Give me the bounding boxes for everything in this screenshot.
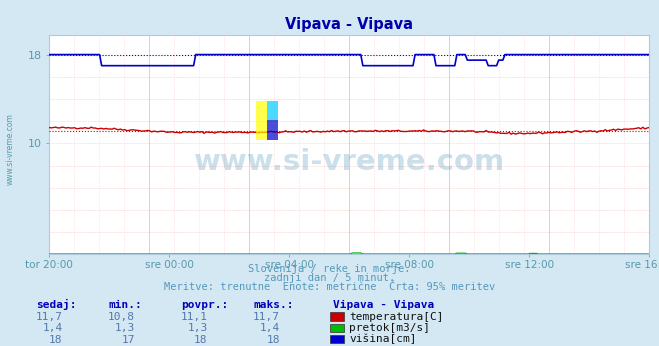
- Text: 11,7: 11,7: [253, 312, 280, 322]
- Text: zadnji dan / 5 minut.: zadnji dan / 5 minut.: [264, 273, 395, 283]
- Bar: [256, 100, 267, 140]
- Text: 18: 18: [267, 335, 280, 345]
- Text: 18: 18: [194, 335, 208, 345]
- Text: 10,8: 10,8: [108, 312, 135, 322]
- Text: 11,7: 11,7: [36, 312, 63, 322]
- Text: povpr.:: povpr.:: [181, 300, 229, 310]
- Text: Vipava - Vipava: Vipava - Vipava: [333, 300, 434, 310]
- Text: 11,1: 11,1: [181, 312, 208, 322]
- Text: višina[cm]: višina[cm]: [349, 334, 416, 345]
- Text: www.si-vreme.com: www.si-vreme.com: [194, 148, 505, 176]
- Text: pretok[m3/s]: pretok[m3/s]: [349, 324, 430, 334]
- Text: sedaj:: sedaj:: [36, 299, 76, 310]
- Text: temperatura[C]: temperatura[C]: [349, 312, 444, 322]
- Text: 1,4: 1,4: [260, 324, 280, 334]
- Text: min.:: min.:: [109, 300, 142, 310]
- Text: Slovenija / reke in morje.: Slovenija / reke in morje.: [248, 264, 411, 274]
- Text: 18: 18: [49, 335, 63, 345]
- Text: 17: 17: [122, 335, 135, 345]
- Text: 1,4: 1,4: [42, 324, 63, 334]
- Title: Vipava - Vipava: Vipava - Vipava: [285, 17, 413, 32]
- Text: 1,3: 1,3: [187, 324, 208, 334]
- Bar: [267, 120, 278, 140]
- Bar: [267, 100, 278, 120]
- Text: www.si-vreme.com: www.si-vreme.com: [5, 113, 14, 185]
- Text: Meritve: trenutne  Enote: metrične  Črta: 95% meritev: Meritve: trenutne Enote: metrične Črta: …: [164, 282, 495, 292]
- Text: maks.:: maks.:: [254, 300, 294, 310]
- Text: 1,3: 1,3: [115, 324, 135, 334]
